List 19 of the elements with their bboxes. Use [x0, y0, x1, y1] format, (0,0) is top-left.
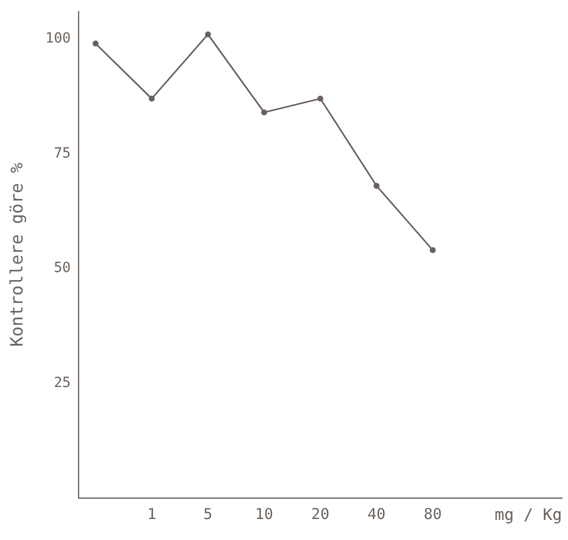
- point: [148, 96, 155, 102]
- y-tick-label: 100: [45, 30, 71, 47]
- point: [92, 40, 99, 47]
- point: [317, 96, 324, 102]
- point: [430, 247, 436, 254]
- x-tick-label: 5: [203, 504, 212, 523]
- x-tick-label: 40: [368, 504, 386, 523]
- x-tick-label: 20: [311, 504, 330, 523]
- x-tick-label: 1: [147, 504, 156, 523]
- y-axis-title: Kontrollere göre %: [8, 162, 28, 347]
- x-axis-title: mg / Kg: [494, 505, 562, 524]
- x-tick-label: 10: [255, 504, 274, 523]
- y-tick-label: 50: [54, 260, 71, 276]
- x-tick-label: 80: [424, 504, 442, 523]
- point: [261, 109, 268, 116]
- y-tick-label: 25: [54, 374, 71, 391]
- y-tick-label: 75: [54, 145, 71, 162]
- point: [204, 31, 211, 38]
- point: [374, 182, 380, 189]
